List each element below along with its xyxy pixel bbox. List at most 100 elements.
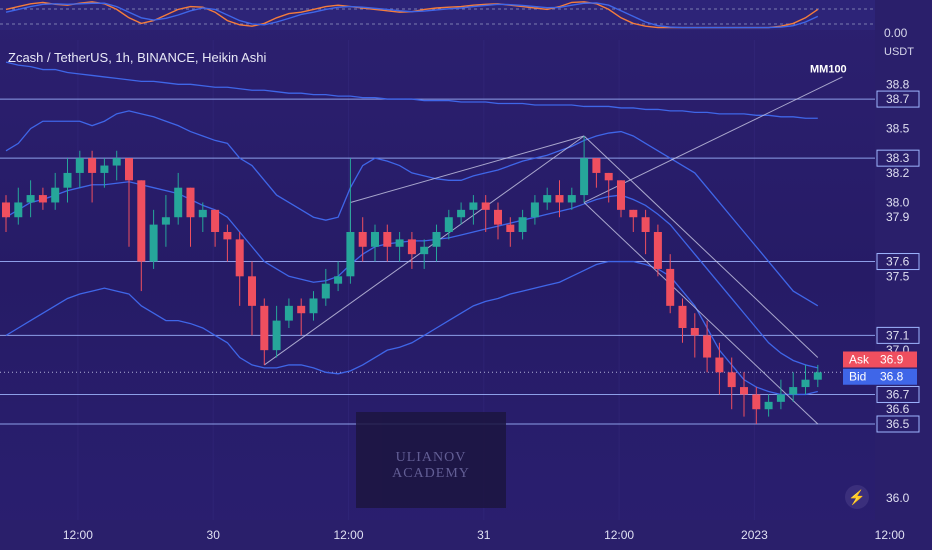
candle-body: [420, 246, 429, 255]
candle-body: [530, 202, 539, 218]
price-tick-label: 38.7: [886, 92, 910, 106]
candle: [321, 268, 330, 306]
candle: [776, 379, 785, 410]
price-level-box: [876, 326, 920, 344]
oscillator-background: [0, 0, 875, 30]
candle: [75, 150, 84, 188]
time-tick-label: 12:00: [63, 528, 93, 542]
price-level-box: [876, 415, 920, 433]
candle: [444, 209, 453, 240]
candle-body: [149, 224, 158, 262]
candle: [186, 187, 195, 247]
series-line-2: [5, 181, 818, 369]
candle-body: [567, 195, 576, 203]
candle: [567, 187, 576, 210]
candle-body: [617, 180, 625, 210]
candle: [149, 209, 158, 269]
series-line-0: [5, 61, 818, 119]
price-level-box: [876, 253, 920, 271]
candle: [260, 298, 269, 365]
candle: [604, 172, 613, 203]
candle-body: [469, 202, 478, 210]
price-axis: 38.838.7 38.5 38.338.2 38.037.9 37.637.5 37.1…: [843, 0, 932, 520]
ma-label: MM100: [810, 63, 847, 75]
candle-body: [371, 232, 379, 247]
ask-tag: [843, 351, 875, 368]
candle-body: [161, 217, 170, 225]
candle-body: [346, 232, 355, 277]
candle-body: [580, 158, 589, 196]
lightning-icon[interactable]: ⚡: [845, 485, 869, 509]
time-tick-label: 30: [207, 528, 221, 542]
candle: [801, 364, 810, 395]
candle: [198, 202, 207, 232]
candle: [309, 291, 318, 321]
candle: [617, 180, 625, 218]
candle-body: [653, 232, 662, 269]
candle-body: [248, 276, 256, 306]
candle: [629, 209, 638, 232]
candle: [272, 305, 281, 358]
candle: [703, 320, 712, 373]
series-line-1: [5, 110, 819, 307]
candle-body: [678, 305, 687, 328]
ask-label: Ask: [849, 352, 870, 366]
price-tick-label: 36.0: [886, 491, 910, 505]
candle: [161, 195, 170, 247]
candle: [346, 158, 355, 284]
candle: [125, 158, 133, 247]
candle: [580, 136, 589, 203]
candle: [137, 180, 146, 292]
candle: [469, 195, 478, 225]
price-tick-label: 36.5: [886, 417, 910, 431]
ask-price-box: [875, 351, 917, 368]
price-tick-label: 38.5: [886, 122, 910, 136]
candle-body: [666, 268, 675, 306]
candle-body: [63, 172, 72, 188]
oscillator-pane: [0, 0, 875, 30]
candle: [752, 387, 761, 424]
candle-body: [518, 217, 527, 232]
candle-body: [494, 209, 502, 225]
candle: [555, 180, 564, 218]
candle-body: [321, 283, 330, 299]
candle-body: [715, 357, 724, 373]
bid-price-box: [875, 368, 917, 385]
candle-body: [125, 158, 133, 181]
trendline-3: [583, 135, 819, 358]
candle-body: [432, 232, 441, 247]
symbol-title[interactable]: Zcash / TetherUS, 1h, BINANCE, Heikin As…: [8, 50, 267, 65]
candle-body: [813, 372, 822, 380]
candle-body: [481, 202, 490, 210]
candle-body: [235, 239, 244, 277]
candle: [358, 217, 367, 262]
candle-body: [112, 158, 121, 166]
candle-body: [223, 232, 232, 240]
candle: [174, 172, 183, 225]
candle-body: [174, 187, 183, 218]
candle-body: [395, 239, 404, 247]
bid-label: Bid: [849, 370, 866, 384]
currency-label: USDT: [884, 46, 914, 58]
trendline-2: [350, 135, 585, 203]
candle-body: [137, 180, 146, 262]
price-tick-label: 36.6: [886, 402, 910, 416]
candle: [641, 209, 650, 255]
candle: [297, 298, 306, 336]
candle: [223, 224, 232, 262]
price-tick-label: 38.2: [886, 166, 910, 180]
candle-body: [506, 224, 515, 232]
candle-body: [383, 232, 392, 247]
candle: [235, 232, 244, 306]
price-tick-label: 36.7: [886, 387, 910, 401]
candle-body: [801, 379, 810, 388]
candle-body: [457, 209, 466, 218]
candle: [715, 342, 724, 395]
candle-body: [272, 320, 281, 351]
bollinger-bands: MM100: [5, 61, 847, 396]
candle-body: [555, 195, 564, 203]
bid-tag: [843, 368, 875, 385]
candle: [666, 254, 675, 314]
